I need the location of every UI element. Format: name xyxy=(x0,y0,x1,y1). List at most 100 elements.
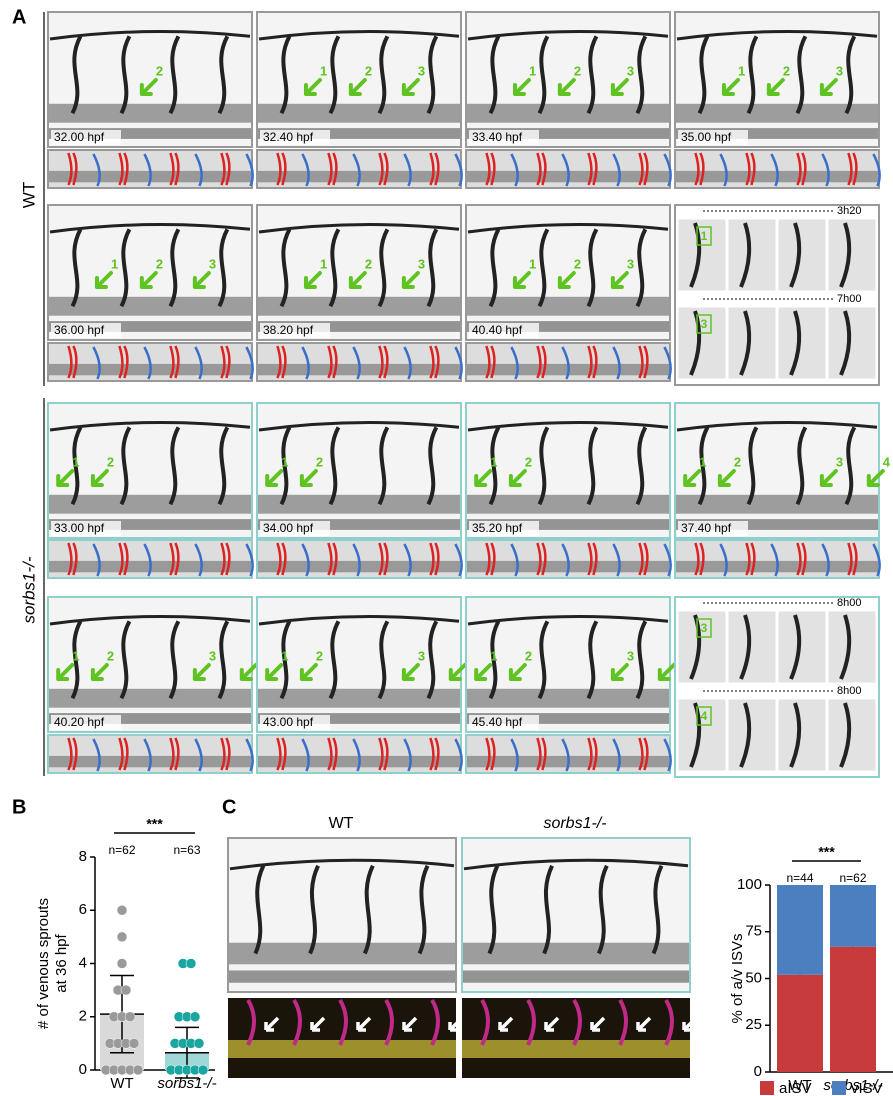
y-axis-label: % of a/v ISVs xyxy=(729,933,746,1023)
y-tick-label: 50 xyxy=(745,969,762,986)
time-label: 43.00 hpf xyxy=(263,715,314,729)
inset-frame-cell xyxy=(778,307,826,379)
arrow-number: 3 xyxy=(627,648,634,663)
time-label: 40.20 hpf xyxy=(54,715,105,729)
legend-swatch xyxy=(760,1081,774,1095)
inset-frame-cell xyxy=(728,307,776,379)
panel-label: C xyxy=(222,796,236,818)
arrow-number: 1 xyxy=(320,63,327,78)
figure: A B C WT32.00 hpf232.40 hpf12333.40 hpf1… xyxy=(0,0,893,1096)
data-point xyxy=(190,1012,200,1022)
n-label: n=62 xyxy=(839,871,866,885)
image-label: sorbs1-/- xyxy=(543,815,606,832)
y-tick-label: 8 xyxy=(79,848,87,865)
arrow-number: 3 xyxy=(418,63,425,78)
arrow-number: 2 xyxy=(574,256,581,271)
data-point xyxy=(117,932,127,942)
y-tick-label: 0 xyxy=(754,1063,762,1080)
arrow-number: 3 xyxy=(209,256,216,271)
y-tick-label: 2 xyxy=(79,1008,87,1025)
legend-swatch xyxy=(832,1081,846,1095)
data-point xyxy=(117,959,127,969)
inset-time: 7h00 xyxy=(837,293,861,305)
arrow-number: 2 xyxy=(316,454,323,469)
arrow-number: 1 xyxy=(281,454,288,469)
inset-box-label: 3 xyxy=(701,317,708,331)
data-point xyxy=(194,1038,204,1048)
data-point xyxy=(133,1065,143,1075)
time-label: 33.40 hpf xyxy=(472,130,523,144)
arrow-number: 1 xyxy=(738,63,745,78)
y-tick-label: 100 xyxy=(737,876,762,893)
time-label: 35.20 hpf xyxy=(472,521,523,535)
inset-frame-cell xyxy=(728,699,776,771)
image-label: WT xyxy=(329,815,354,832)
inset-box-label: 4 xyxy=(701,709,708,723)
significance: *** xyxy=(818,844,835,860)
inset-frame-cell xyxy=(828,699,876,771)
arrow-number: 3 xyxy=(209,648,216,663)
y-tick-label: 0 xyxy=(79,1061,87,1078)
arrow-number: 2 xyxy=(734,454,741,469)
x-tick-label: WT xyxy=(110,1075,133,1092)
arrow-number: 1 xyxy=(281,648,288,663)
arrow-number: 1 xyxy=(529,63,536,78)
inset-frame-cell xyxy=(828,611,876,683)
inset-time: 3h20 xyxy=(837,205,861,217)
arrow-number: 3 xyxy=(418,648,425,663)
y-tick-label: 25 xyxy=(745,1016,762,1033)
y-tick-label: 75 xyxy=(745,923,762,940)
vessel-band xyxy=(463,970,689,982)
legend-label: vISV xyxy=(851,1080,883,1096)
time-label: 32.00 hpf xyxy=(54,130,105,144)
inset-frame-cell xyxy=(728,219,776,291)
arrow-number: 1 xyxy=(111,256,118,271)
inset-time: 8h00 xyxy=(837,597,861,609)
arrow-number: 1 xyxy=(72,648,79,663)
arrow-number: 2 xyxy=(316,648,323,663)
inset-frame-cell xyxy=(778,611,826,683)
n-label: n=63 xyxy=(173,843,200,857)
arrow-number: 4 xyxy=(883,454,891,469)
significance: *** xyxy=(146,816,163,832)
arrow-number: 2 xyxy=(107,454,114,469)
bar-segment xyxy=(830,947,876,1072)
data-point xyxy=(117,905,127,915)
time-label: 38.20 hpf xyxy=(263,323,314,337)
y-tick-label: 6 xyxy=(79,901,87,918)
data-point xyxy=(121,985,131,995)
arrow-number: 2 xyxy=(525,454,532,469)
bar-segment xyxy=(777,975,823,1072)
y-axis-label: # of venous sprouts xyxy=(35,898,52,1029)
arrow-number: 2 xyxy=(156,63,163,78)
time-label: 32.40 hpf xyxy=(263,130,314,144)
arrow-number: 2 xyxy=(107,648,114,663)
data-point xyxy=(186,959,196,969)
arrow-number: 3 xyxy=(836,63,843,78)
arrow-number: 3 xyxy=(627,256,634,271)
inset-time: 8h00 xyxy=(837,685,861,697)
time-label: 40.40 hpf xyxy=(472,323,523,337)
time-label: 45.40 hpf xyxy=(472,715,523,729)
arrow-number: 1 xyxy=(72,454,79,469)
legend-label: aISV xyxy=(779,1080,812,1096)
inset-frame-cell xyxy=(778,219,826,291)
arrow-number: 1 xyxy=(699,454,706,469)
time-label: 34.00 hpf xyxy=(263,521,314,535)
n-label: n=62 xyxy=(108,843,135,857)
group-label: sorbs1-/- xyxy=(19,556,38,623)
bar-segment xyxy=(777,885,823,975)
n-label: n=44 xyxy=(786,871,813,885)
inset-box-label: 3 xyxy=(701,621,708,635)
arrow-number: 3 xyxy=(627,63,634,78)
arrow-number: 2 xyxy=(365,63,372,78)
panel-label: A xyxy=(12,6,26,28)
data-point xyxy=(129,1038,139,1048)
vessel-band xyxy=(229,970,455,982)
arrow-number: 2 xyxy=(574,63,581,78)
arrow-number: 2 xyxy=(156,256,163,271)
y-axis-label: at 36 hpf xyxy=(53,933,70,992)
inset-frame-cell xyxy=(778,699,826,771)
arrow-number: 3 xyxy=(418,256,425,271)
arrow-number: 1 xyxy=(320,256,327,271)
